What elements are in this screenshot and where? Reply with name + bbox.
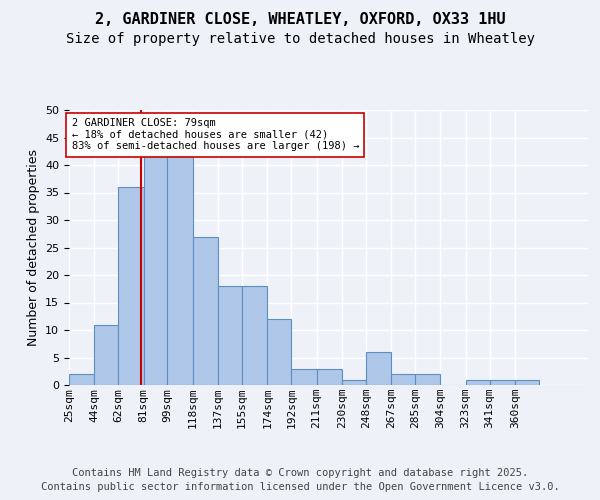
Bar bbox=[242, 286, 267, 385]
Bar bbox=[69, 374, 94, 385]
Bar bbox=[267, 319, 291, 385]
Bar bbox=[143, 154, 167, 385]
Y-axis label: Number of detached properties: Number of detached properties bbox=[26, 149, 40, 346]
Bar bbox=[342, 380, 366, 385]
Text: Contains HM Land Registry data © Crown copyright and database right 2025.: Contains HM Land Registry data © Crown c… bbox=[72, 468, 528, 477]
Bar bbox=[466, 380, 490, 385]
Bar bbox=[317, 368, 342, 385]
Bar bbox=[515, 380, 539, 385]
Bar bbox=[118, 187, 143, 385]
Bar bbox=[415, 374, 440, 385]
Bar bbox=[94, 324, 118, 385]
Bar bbox=[490, 380, 515, 385]
Text: 2, GARDINER CLOSE, WHEATLEY, OXFORD, OX33 1HU: 2, GARDINER CLOSE, WHEATLEY, OXFORD, OX3… bbox=[95, 12, 505, 28]
Text: 2 GARDINER CLOSE: 79sqm
← 18% of detached houses are smaller (42)
83% of semi-de: 2 GARDINER CLOSE: 79sqm ← 18% of detache… bbox=[71, 118, 359, 152]
Text: Size of property relative to detached houses in Wheatley: Size of property relative to detached ho… bbox=[65, 32, 535, 46]
Bar bbox=[366, 352, 391, 385]
Bar bbox=[167, 154, 193, 385]
Bar bbox=[193, 236, 218, 385]
Bar bbox=[391, 374, 415, 385]
Bar bbox=[291, 368, 317, 385]
Bar bbox=[218, 286, 242, 385]
Text: Contains public sector information licensed under the Open Government Licence v3: Contains public sector information licen… bbox=[41, 482, 559, 492]
